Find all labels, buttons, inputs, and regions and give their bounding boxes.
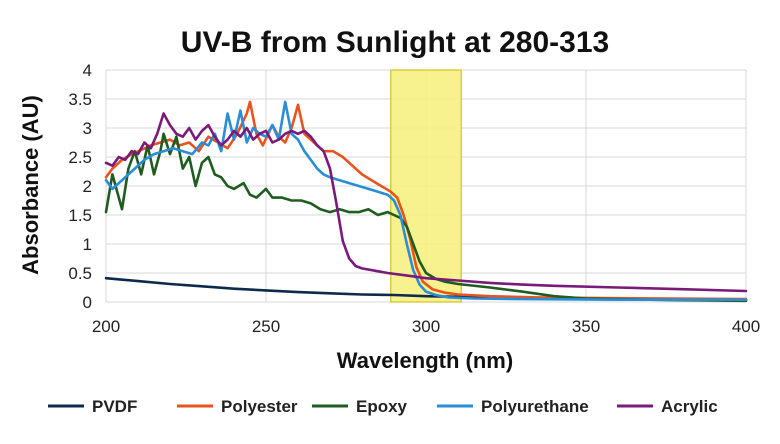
- series-line-epoxy: [104, 132, 748, 303]
- y-tick-labels: 0 0.5 1 1.5 2 2.5 3 3.5 4: [68, 61, 92, 312]
- highlight-band-layer: [390, 69, 462, 303]
- x-tick-label: 400: [732, 317, 760, 336]
- x-tick-label: 200: [92, 317, 120, 336]
- y-tick-label: 1.5: [68, 206, 92, 225]
- y-tick-label: 2.5: [68, 148, 92, 167]
- x-tick-label: 350: [572, 317, 600, 336]
- uvb-highlight-band: [390, 69, 462, 303]
- y-tick-label: 0: [83, 293, 92, 312]
- legend: PVDF Polyester Epoxy Polyurethane Acrylic: [48, 397, 718, 416]
- y-tick-label: 3.5: [68, 90, 92, 109]
- x-tick-labels: 200 250 300 350 400: [92, 317, 760, 336]
- y-tick-label: 4: [83, 61, 92, 80]
- y-tick-label: 3: [83, 119, 92, 138]
- x-tick-label: 250: [252, 317, 280, 336]
- legend-label-pvdf: PVDF: [92, 397, 137, 416]
- series-line-acrylic: [104, 112, 748, 293]
- series-layer: [104, 100, 748, 303]
- y-tick-label: 0.5: [68, 264, 92, 283]
- x-axis-title: Wavelength (nm): [337, 348, 513, 373]
- chart-title: UV-B from Sunlight at 280-313: [181, 26, 609, 59]
- legend-label-epoxy: Epoxy: [356, 397, 408, 416]
- series-line-polyurethane: [104, 100, 748, 301]
- x-tick-label: 300: [412, 317, 440, 336]
- y-tick-label: 1: [83, 235, 92, 254]
- legend-label-polyurethane: Polyurethane: [481, 397, 589, 416]
- y-tick-label: 2: [83, 177, 92, 196]
- legend-label-polyester: Polyester: [221, 397, 298, 416]
- legend-label-acrylic: Acrylic: [661, 397, 718, 416]
- y-axis-title: Absorbance (AU): [18, 95, 43, 275]
